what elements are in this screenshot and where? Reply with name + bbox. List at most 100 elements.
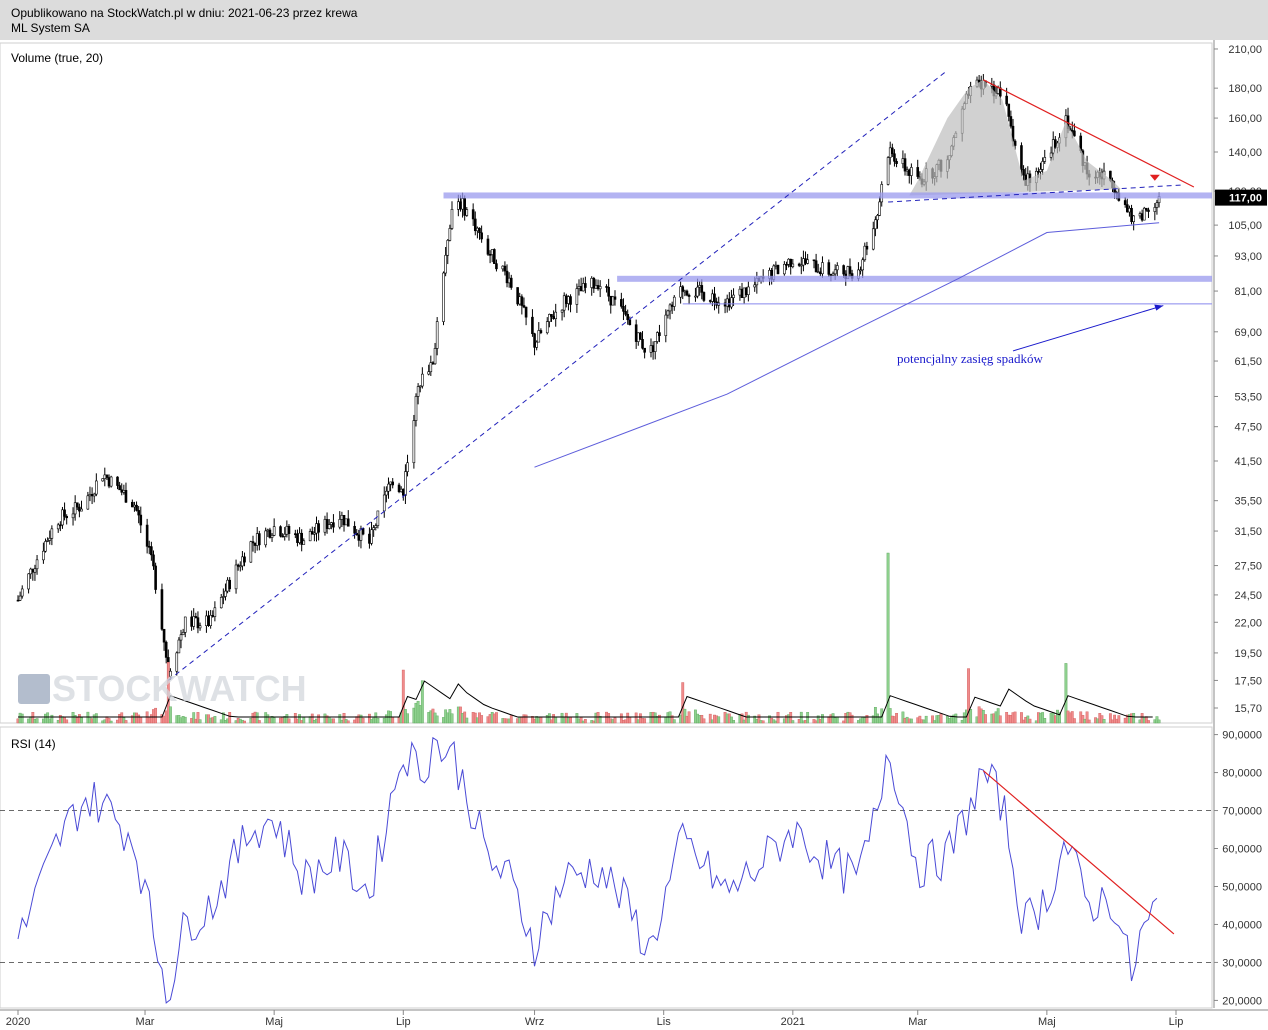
downtrend-line (983, 79, 1195, 188)
candle-body (385, 490, 388, 496)
candle-body (196, 617, 200, 629)
candle-body (59, 524, 62, 527)
candle-body (296, 533, 299, 543)
volume-bar (509, 715, 513, 724)
volume-bar (406, 713, 409, 724)
support-band-middle (617, 275, 1212, 282)
candle-body (488, 254, 492, 256)
price-tick-label: 35,50 (1234, 496, 1262, 508)
candle-body (137, 510, 140, 516)
volume-bar (1087, 719, 1091, 724)
candle-body (503, 265, 507, 272)
candle-body (298, 532, 301, 543)
price-tick-label: 140,00 (1228, 147, 1262, 159)
candle-body (592, 277, 596, 289)
volume-bar (465, 717, 469, 724)
volume-bar (613, 717, 617, 724)
volume-bar (1157, 719, 1161, 724)
candle-body (550, 314, 553, 317)
candle-body (728, 298, 731, 308)
candle-body (103, 474, 107, 479)
price-tick-label: 27,50 (1234, 561, 1262, 573)
candle-body (29, 568, 33, 575)
price-tick-label: 24,50 (1234, 590, 1262, 602)
candle-body (567, 296, 570, 304)
volume-bar (243, 720, 246, 724)
volume-bar (672, 719, 676, 724)
rsi-tick-label: 80,0000 (1222, 768, 1262, 780)
candle-body (308, 531, 312, 542)
volume-bar (924, 715, 928, 724)
candle-body (804, 258, 807, 264)
candle-body (340, 514, 344, 520)
candle-body (330, 522, 333, 525)
volume-bar (317, 714, 321, 724)
candle-body (327, 524, 331, 529)
candle-body (520, 296, 524, 306)
candle-body (192, 616, 196, 627)
volume-bar (154, 707, 158, 724)
volume-bar (20, 713, 24, 724)
volume-bar (850, 714, 854, 724)
candle-body (209, 615, 212, 627)
volume-bar (1064, 663, 1068, 724)
volume-bar (401, 669, 405, 724)
candle-body (539, 330, 543, 334)
candle-body (1051, 139, 1055, 154)
candle-body (346, 518, 350, 527)
candle-body (139, 514, 143, 526)
candle-body (285, 526, 289, 535)
candle-body (222, 596, 225, 598)
volume-bar (1147, 720, 1150, 724)
price-tick-label: 61,50 (1234, 356, 1262, 368)
volume-bar (302, 716, 306, 724)
volume-bar (332, 718, 335, 724)
candle-body (548, 314, 551, 322)
candle-body (641, 339, 644, 349)
volume-bar (895, 713, 898, 724)
volume-bar (740, 713, 744, 724)
candle-body (361, 528, 365, 535)
candle-body (471, 209, 475, 220)
candle-body (205, 615, 208, 627)
candle-body (310, 531, 314, 535)
candle-body (241, 556, 244, 567)
volume-bar (298, 714, 301, 724)
volume-bar (702, 718, 706, 724)
candle-body (1043, 157, 1047, 162)
volume-bar (1117, 715, 1121, 724)
volume-bar (198, 719, 202, 724)
price-tick-label: 41,50 (1234, 456, 1262, 468)
candle-body (581, 283, 585, 292)
candle-body (501, 265, 505, 270)
price-tick-label: 105,00 (1228, 220, 1262, 232)
volume-bar (799, 711, 803, 724)
candle-body (910, 167, 913, 176)
price-tick-label: 19,50 (1234, 648, 1262, 660)
candle-body (448, 228, 452, 241)
volume-bar (607, 713, 611, 724)
volume-bar (909, 718, 913, 724)
volume-bar (931, 715, 934, 724)
volume-bar (598, 715, 602, 724)
watermark-logo-icon (18, 674, 50, 704)
volume-bar (310, 713, 314, 724)
candle-body (300, 532, 303, 545)
candle-body (459, 201, 462, 210)
candle-body (821, 262, 824, 275)
volume-bar (46, 712, 50, 724)
candle-body (61, 509, 64, 526)
volume-bar (1072, 718, 1076, 724)
rsi-tick-label: 70,0000 (1222, 806, 1262, 818)
candle-body (56, 524, 60, 530)
volume-bar (954, 713, 958, 724)
candle-body (154, 565, 157, 590)
candle-body (744, 287, 748, 295)
candle-body (109, 476, 113, 487)
candle-body (122, 490, 126, 493)
candle-body (92, 493, 96, 497)
candle-body (150, 546, 153, 556)
candle-body (63, 509, 66, 517)
candle-body (859, 269, 862, 272)
volume-bar (806, 712, 810, 724)
